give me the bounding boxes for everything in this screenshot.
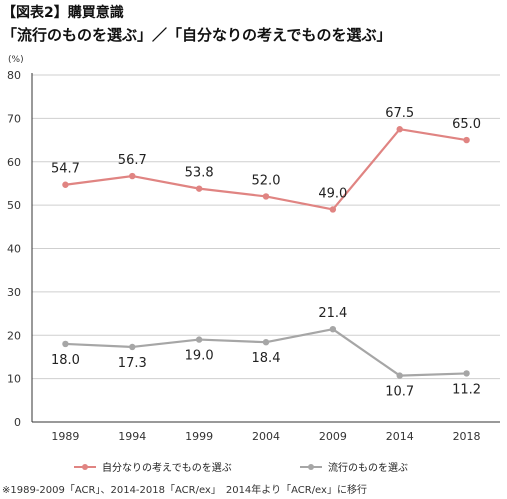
x-tick-label-2004: 2004: [252, 430, 280, 443]
y-tick-label-50: 50: [7, 199, 21, 212]
source-note: ※1989-2009「ACR」、2014-2018「ACR/ex」 2014年よ…: [2, 485, 367, 496]
data-label-s1-2009: 21.4: [318, 306, 347, 321]
chart-title: 「流行のものを選ぶ」／「自分なりの考えでものを選ぶ」: [2, 26, 392, 44]
y-tick-label-40: 40: [7, 243, 21, 256]
y-tick-label-70: 70: [7, 112, 21, 125]
data-label-s1-1989: 18.0: [51, 353, 80, 368]
data-label-s1-1999: 19.0: [185, 349, 214, 364]
y-tick-label-10: 10: [7, 373, 21, 386]
data-label-s0-2018: 65.0: [452, 117, 481, 132]
data-point-s0-2004: [262, 193, 270, 200]
legend-swatch-own-judgment: [74, 463, 96, 470]
data-point-s1-2009: [329, 325, 337, 333]
y-tick-label-80: 80: [7, 69, 21, 82]
data-point-s1-1999: [195, 336, 203, 343]
legend-item-own-judgment: 自分なりの考えでものを選ぶ: [74, 459, 232, 474]
data-label-s0-2004: 52.0: [252, 173, 281, 188]
legend-item-trendy: 流行のものを選ぶ: [300, 459, 408, 474]
data-point-s0-2009: [329, 206, 337, 213]
data-point-s1-1989: [62, 340, 69, 348]
data-label-s1-2014: 10.7: [385, 385, 414, 400]
data-point-s0-1999: [195, 185, 203, 192]
data-point-s0-2014: [396, 126, 403, 133]
legend-label-trendy: 流行のものを選ぶ: [328, 463, 408, 474]
y-tick-label-0: 0: [14, 416, 21, 429]
y-axis-unit: (%): [8, 55, 24, 65]
x-tick-label-1994: 1994: [118, 430, 146, 443]
data-point-s0-1994: [129, 172, 136, 180]
y-tick-label-60: 60: [7, 156, 21, 169]
data-label-s0-2014: 67.5: [385, 106, 414, 121]
data-point-s1-1994: [129, 343, 136, 351]
x-tick-label-2009: 2009: [319, 430, 347, 443]
x-tick-label-2014: 2014: [386, 430, 414, 443]
data-label-s1-2018: 11.2: [452, 382, 481, 397]
x-tick-label-2018: 2018: [453, 430, 481, 443]
x-tick-label-1999: 1999: [185, 430, 213, 443]
data-point-s1-2004: [262, 338, 270, 346]
figure-label: 【図表2】購買意識: [2, 5, 124, 21]
data-point-s0-1989: [62, 181, 69, 188]
data-point-s1-2014: [396, 372, 403, 379]
legend-label-own-judgment: 自分なりの考えでものを選ぶ: [102, 463, 232, 474]
data-label-s1-1994: 17.3: [118, 356, 147, 371]
legend: 自分なりの考えでものを選ぶ 流行のものを選ぶ: [0, 459, 507, 474]
data-label-s0-2009: 49.0: [318, 186, 347, 201]
y-tick-label-20: 20: [7, 329, 21, 342]
data-label-s0-1994: 56.7: [118, 153, 147, 168]
data-point-s0-2018: [463, 136, 470, 144]
x-tick-label-1989: 1989: [51, 430, 79, 443]
y-tick-label-30: 30: [7, 286, 21, 299]
data-point-s1-2018: [463, 370, 470, 377]
data-label-s1-2004: 18.4: [252, 351, 281, 366]
data-label-s0-1989: 54.7: [51, 162, 80, 177]
legend-swatch-trendy: [300, 463, 322, 470]
data-label-s0-1999: 53.8: [185, 166, 214, 181]
